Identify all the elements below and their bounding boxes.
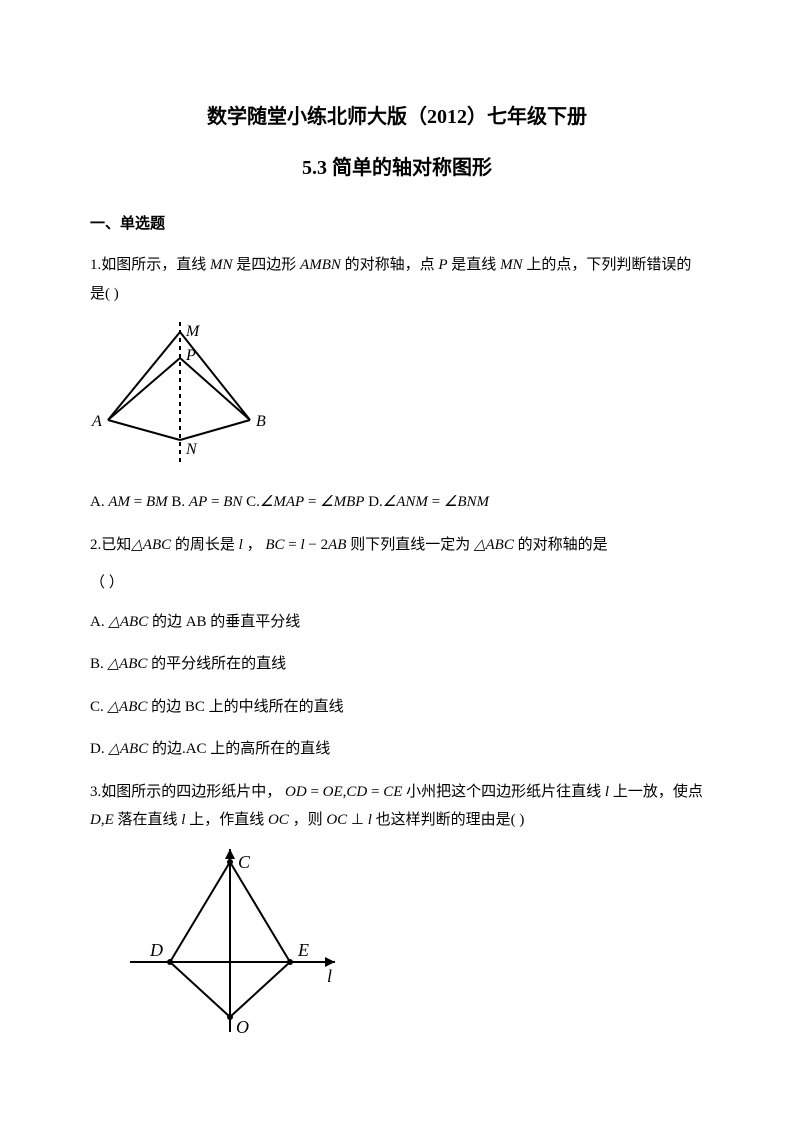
q1-diagram: MP A B N (90, 320, 270, 470)
q1-figure: MP A B N (90, 320, 704, 470)
q3-num: 3. (90, 784, 101, 800)
q2-stem: 2.已知△ABC 的周长是 l ， BC = l − 2AB 则下列直线一定为 … (90, 531, 704, 560)
svg-text:C: C (238, 852, 251, 872)
q2-optC: C. △ABC 的边 BC 上的中线所在的直线 (90, 693, 704, 722)
page-content: 数学随堂小练北师大版（2012）七年级下册 5.3 简单的轴对称图形 一、单选题… (0, 0, 794, 1095)
q2-optA: A. △ABC 的边 AB 的垂直平分线 (90, 608, 704, 637)
svg-text:B: B (256, 413, 266, 430)
q3-diagram: C D E Ol (120, 847, 340, 1037)
doc-title-line1: 数学随堂小练北师大版（2012）七年级下册 (90, 100, 704, 129)
q3-stem: 3.如图所示的四边形纸片中， OD = OE,CD = CE 小州把这个四边形纸… (90, 778, 704, 835)
section-heading: 一、单选题 (90, 212, 704, 233)
svg-text:N: N (185, 441, 198, 458)
q1-num: 1. (90, 257, 101, 273)
q3-figure: C D E Ol (120, 847, 704, 1037)
q2-optB: B. △ABC 的平分线所在的直线 (90, 650, 704, 679)
q1-stem: 1.如图所示，直线 MN 是四边形 AMBN 的对称轴，点 P 是直线 MN 上… (90, 251, 704, 308)
svg-text:A: A (91, 413, 102, 430)
q1-options: A. AM = BM B. AP = BN C.∠MAP = ∠MBP D.∠A… (90, 488, 704, 517)
svg-text:D: D (149, 940, 163, 960)
svg-text:P: P (185, 347, 196, 364)
doc-title-line2: 5.3 简单的轴对称图形 (90, 151, 704, 180)
svg-text:E: E (297, 940, 309, 960)
q2-paren: （ ） (90, 569, 704, 598)
q2-optD: D. △ABC 的边.AC 上的高所在的直线 (90, 735, 704, 764)
svg-text:O: O (236, 1017, 249, 1037)
q2-num: 2. (90, 537, 101, 553)
svg-text:l: l (327, 966, 332, 986)
svg-text:M: M (185, 323, 201, 340)
